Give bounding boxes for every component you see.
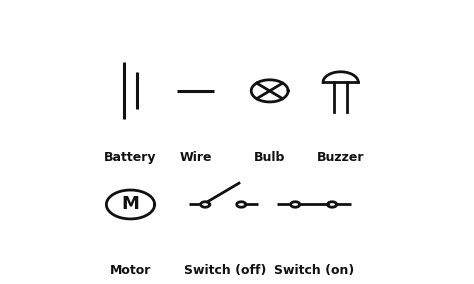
Text: Motor: Motor	[110, 264, 151, 277]
Text: Wire: Wire	[180, 151, 212, 164]
Text: Switch (on): Switch (on)	[273, 264, 354, 277]
Text: Bulb: Bulb	[254, 151, 285, 164]
Text: M: M	[121, 195, 139, 214]
Text: Buzzer: Buzzer	[317, 151, 365, 164]
Text: Switch (off): Switch (off)	[184, 264, 267, 277]
Text: Battery: Battery	[104, 151, 157, 164]
